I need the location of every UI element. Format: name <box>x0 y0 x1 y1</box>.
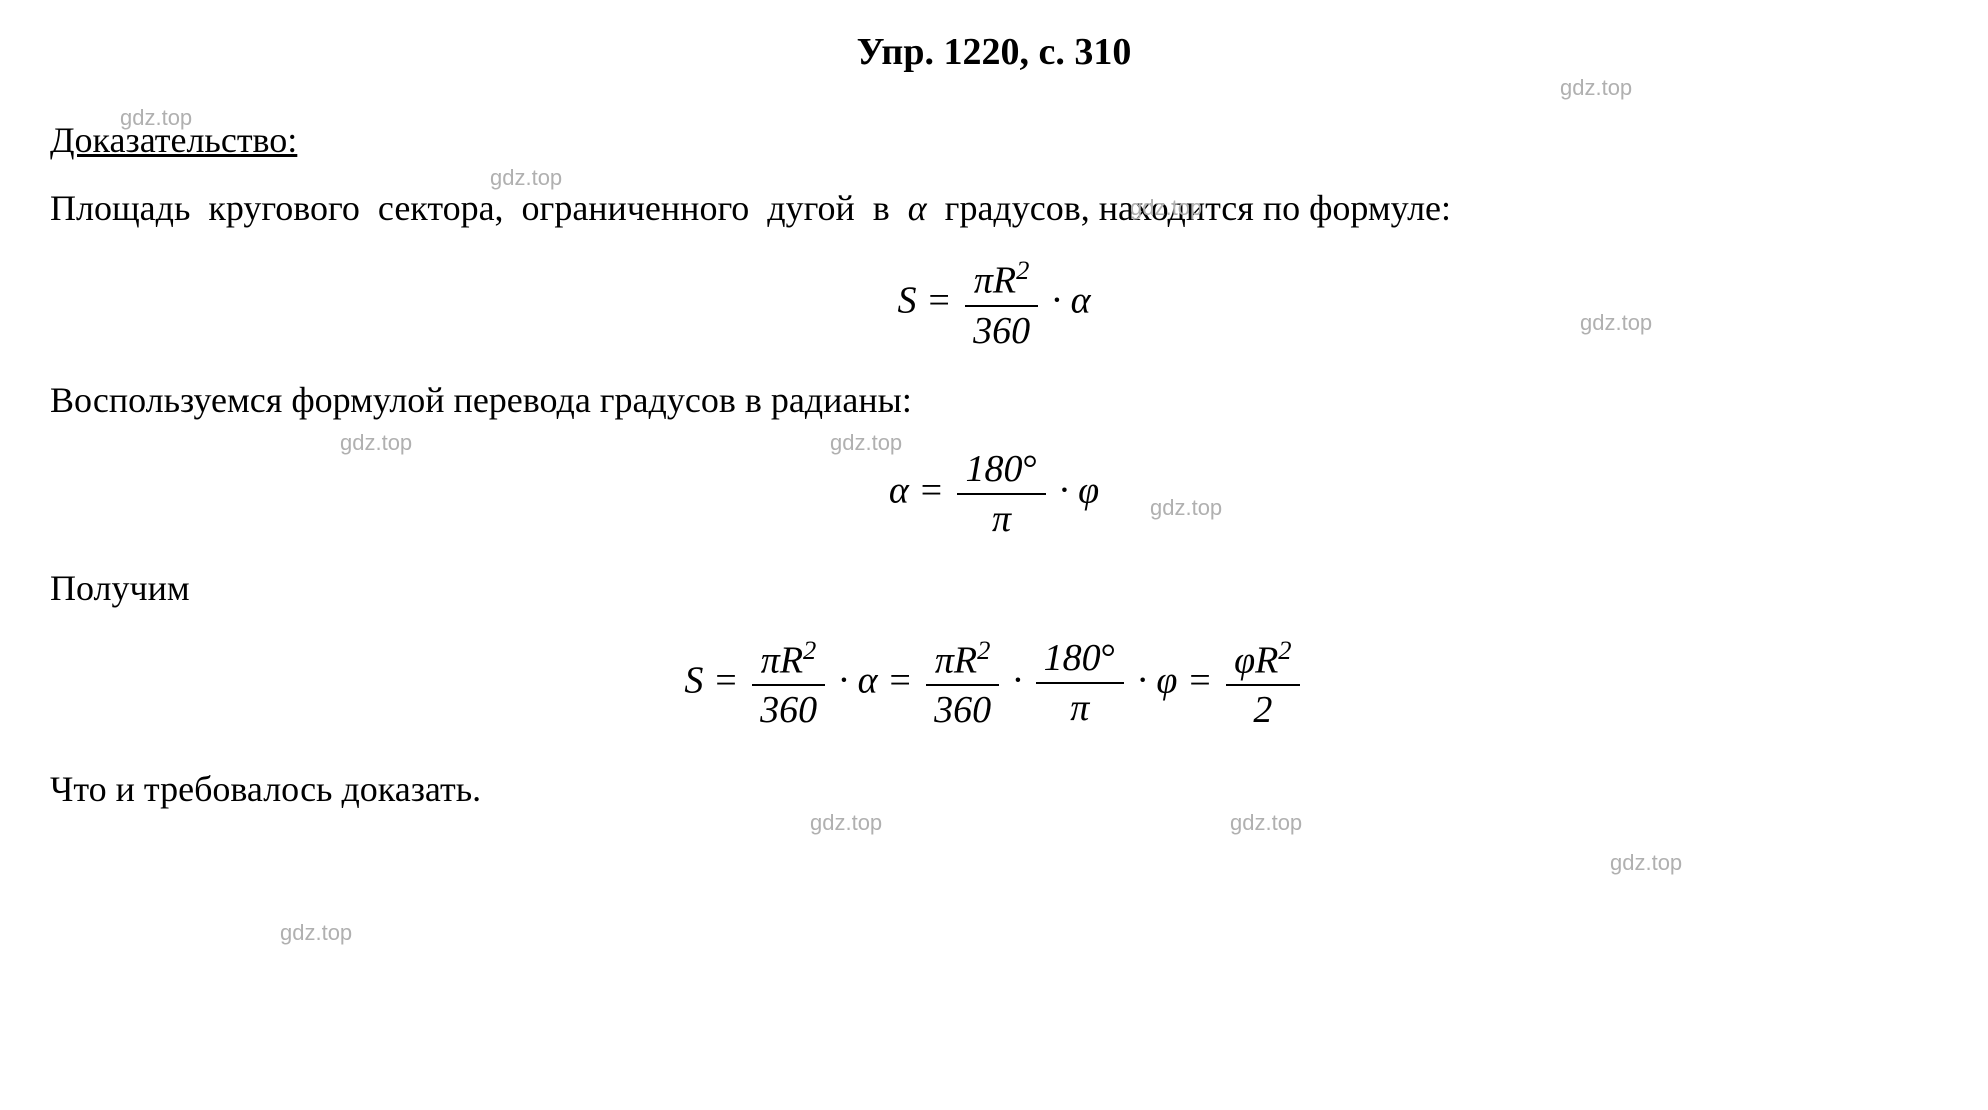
exercise-title: Упр. 1220, с. 310 <box>50 30 1938 74</box>
text-result: Получим <box>50 561 1938 615</box>
text-conversion: Воспользуемся формулой перевода градусов… <box>50 373 1938 427</box>
watermark: gdz.top <box>1610 850 1682 876</box>
watermark: gdz.top <box>1560 75 1632 101</box>
text-sector-area: Площадь кругового сектора, ограниченного… <box>50 181 1938 235</box>
formula-final: S = πR2 360 · α = πR2 360 · 180° π · φ =… <box>50 635 1938 733</box>
watermark: gdz.top <box>280 920 352 946</box>
text-qed: Что и требовалось доказать. <box>50 762 1938 816</box>
formula-sector-area: S = πR2 360 · α <box>50 255 1938 353</box>
formula-deg-to-rad: α = 180° π · φ <box>50 447 1938 541</box>
proof-label: Доказательство: <box>50 119 1938 161</box>
